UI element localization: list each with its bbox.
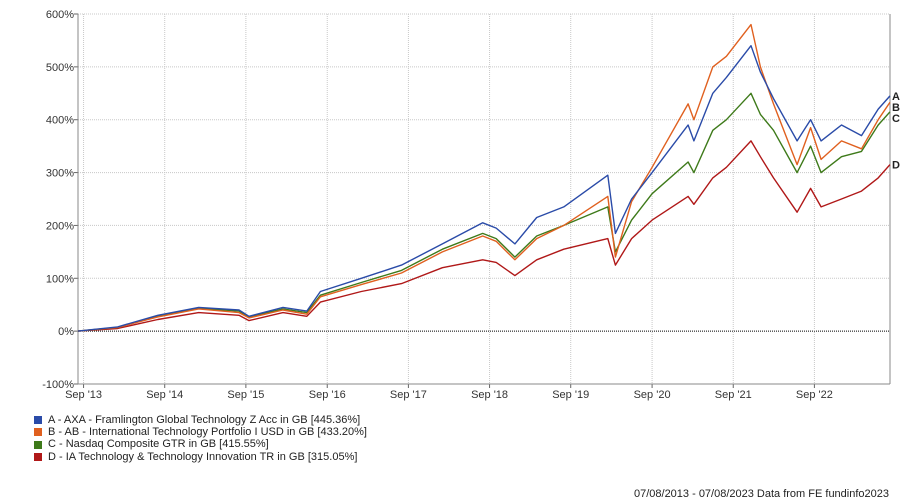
legend-label: B - AB - International Technology Portfo… — [48, 426, 367, 439]
legend-item-d: D - IA Technology & Technology Innovatio… — [34, 451, 367, 463]
y-tick-label: 200% — [46, 220, 74, 232]
legend-swatch — [34, 452, 42, 461]
footer-date-range: 07/08/2013 - 07/08/2023 Data from FE fun… — [633, 488, 889, 500]
legend-swatch — [34, 428, 42, 437]
x-tick-label: Sep '20 — [634, 389, 671, 401]
series-end-labels: ABC D — [892, 91, 900, 172]
x-tick-label: Sep '14 — [146, 389, 183, 401]
y-axis: -100% 0% 100% 200% 300% 400% 500% 600% — [42, 9, 891, 391]
y-tick-label: 100% — [46, 273, 74, 285]
end-label-a: A — [892, 91, 900, 103]
y-tick-label: 300% — [46, 168, 74, 180]
series-line-b — [77, 23, 891, 332]
series-line-a — [77, 45, 891, 332]
legend: A - AXA - Framlington Global Technology … — [34, 414, 367, 463]
legend-label: D - IA Technology & Technology Innovatio… — [48, 450, 358, 463]
grid — [78, 13, 890, 384]
x-tick-label: Sep '18 — [471, 389, 508, 401]
x-tick-label: Sep '19 — [552, 389, 589, 401]
y-tick-label: 0% — [58, 326, 74, 338]
end-label-b: B — [892, 102, 900, 114]
y-tick-label: -100% — [42, 379, 74, 391]
series-lines — [77, 23, 891, 332]
x-axis: Sep '13 Sep '14 Sep '15 Sep '16 Sep '17 Sep '… — [65, 383, 890, 401]
y-tick-label: 400% — [46, 115, 74, 127]
x-tick-label: Sep '22 — [796, 389, 833, 401]
x-tick-label: Sep '17 — [390, 389, 427, 401]
series-line-c — [77, 92, 891, 332]
x-tick-label: Sep '13 — [65, 389, 102, 401]
legend-label: A - AXA - Framlington Global Technology … — [48, 414, 361, 426]
end-label-c: C — [892, 113, 900, 125]
y-tick-label: 500% — [46, 62, 74, 74]
end-label-d: D — [892, 160, 900, 172]
x-tick-label: Sep '15 — [227, 389, 264, 401]
series-line-d — [77, 140, 891, 332]
legend-item-c: C - Nasdaq Composite GTR in GB [415.55%] — [34, 438, 367, 450]
y-tick-label: 600% — [46, 9, 74, 21]
legend-label: C - Nasdaq Composite GTR in GB [415.55%] — [48, 438, 269, 451]
x-tick-label: Sep '21 — [715, 389, 752, 401]
legend-swatch — [34, 440, 42, 449]
legend-item-a: A - AXA - Framlington Global Technology … — [34, 414, 367, 426]
legend-swatch — [34, 416, 42, 425]
x-tick-label: Sep '16 — [309, 389, 346, 401]
legend-item-b: B - AB - International Technology Portfo… — [34, 426, 367, 438]
